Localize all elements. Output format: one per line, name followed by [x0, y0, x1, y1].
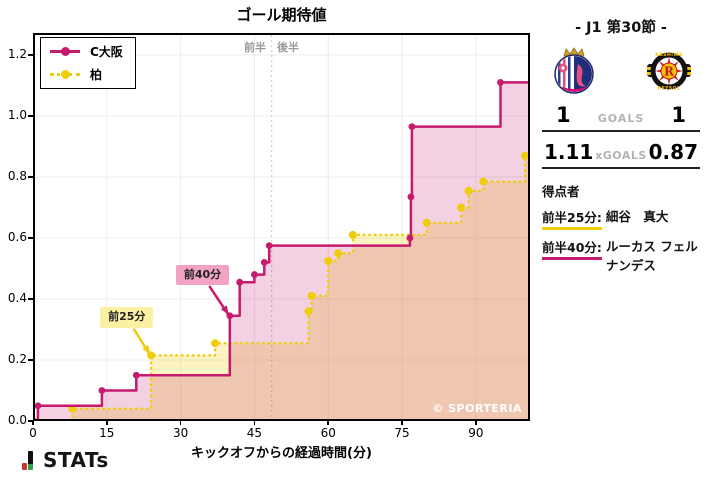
xtick: 30 — [172, 426, 189, 440]
stats-brand: STATs — [22, 450, 109, 470]
legend-label-kashiwa: 柏 — [90, 68, 103, 82]
match-summary-panel: - J1 第30節 - — [542, 16, 700, 276]
stats-brand-text: STATs — [43, 448, 109, 472]
tickmark-x — [106, 420, 108, 425]
tickmark-y — [28, 237, 33, 239]
svg-text:REYSOL: REYSOL — [658, 86, 681, 92]
xg-step-chart — [33, 33, 530, 421]
ytick: 0.2 — [7, 351, 27, 366]
goals-label: GOALS — [597, 112, 645, 125]
xtick: 75 — [394, 426, 410, 440]
ytick: 0.4 — [7, 290, 27, 305]
scorer-row-25min: 前半25分: 細谷 真大 — [542, 207, 700, 230]
plot-svg — [33, 33, 530, 421]
tickmark-y — [28, 420, 33, 422]
kashiwa-line-sample — [50, 70, 80, 79]
xtick: 15 — [99, 426, 115, 440]
goals-row: 1 GOALS 1 — [542, 97, 700, 132]
second-half-label: 後半 — [277, 41, 299, 54]
kashiwa-reysol-crest-icon: R KASHIWA REYSOL — [647, 52, 691, 92]
tickmark-x — [179, 420, 182, 425]
cerezo-osaka-crest-icon — [554, 47, 594, 94]
legend-item-cerezo: C大阪 — [50, 43, 123, 60]
xgoals-row: 1.11 xGOALS 0.87 — [542, 132, 700, 169]
legend-label-cerezo: C大阪 — [90, 45, 123, 59]
legend-item-kashiwa: 柏 — [50, 66, 123, 83]
tickmark-x — [253, 420, 256, 425]
chart-title: ゴール期待値 — [236, 6, 327, 24]
tickmark-x — [32, 420, 34, 425]
away-xgoals: 0.87 — [648, 140, 698, 164]
tickmark-y — [28, 54, 33, 56]
annotation-goal-25min: 前25分 — [100, 307, 154, 328]
scorer-time-40min: 前半40分: — [542, 237, 602, 260]
home-goals: 1 — [556, 103, 571, 127]
ytick: 1.0 — [7, 107, 27, 122]
home-xgoals: 1.11 — [544, 140, 594, 164]
x-axis-label: キックオフからの経過時間(分) — [191, 446, 372, 461]
sporteria-watermark: © SPORTERIA — [432, 402, 522, 415]
scorer-row-40min: 前半40分: ルーカス フェルナンデス — [542, 237, 700, 276]
ytick: 1.2 — [7, 46, 27, 61]
xtick: 45 — [246, 426, 263, 440]
tickmark-y — [28, 115, 33, 117]
cerezo-line-sample — [50, 47, 80, 56]
tickmark-x — [475, 420, 477, 425]
stats-bars-icon — [22, 451, 38, 470]
ytick: 0.0 — [7, 413, 27, 427]
away-goals: 1 — [671, 103, 686, 127]
team-logos-row: R KASHIWA REYSOL — [542, 45, 700, 97]
scorer-time-25min: 前半25分: — [542, 207, 602, 230]
tickmark-x — [401, 420, 403, 425]
xgoals-label: xGOALS — [595, 149, 647, 162]
scorer-name-lucas: ルーカス フェルナンデス — [605, 239, 698, 274]
tickmark-y — [28, 298, 33, 300]
xtick: 0 — [29, 426, 37, 440]
tickmark-y — [28, 359, 33, 361]
svg-text:KASHIWA: KASHIWA — [655, 52, 682, 58]
ytick: 0.6 — [7, 229, 27, 244]
chart-legend: C大阪 柏 — [40, 37, 136, 89]
first-half-label: 前半 — [244, 41, 266, 54]
annotation-goal-40min: 前40分 — [175, 264, 230, 286]
scorer-name-hosoya: 細谷 真大 — [605, 209, 669, 224]
tickmark-x — [327, 420, 329, 425]
tickmark-y — [28, 176, 33, 178]
xtick: 90 — [468, 426, 484, 440]
scorers-header: 得点者 — [542, 184, 580, 199]
match-round-title: - J1 第30節 - — [575, 20, 667, 36]
ytick: 0.8 — [7, 168, 27, 183]
svg-text:R: R — [664, 65, 675, 79]
xtick: 60 — [320, 426, 336, 440]
